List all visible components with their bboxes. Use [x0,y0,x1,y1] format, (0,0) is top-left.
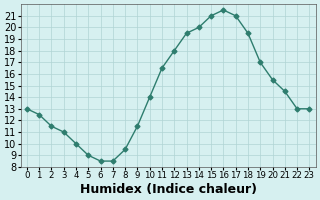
X-axis label: Humidex (Indice chaleur): Humidex (Indice chaleur) [80,183,257,196]
